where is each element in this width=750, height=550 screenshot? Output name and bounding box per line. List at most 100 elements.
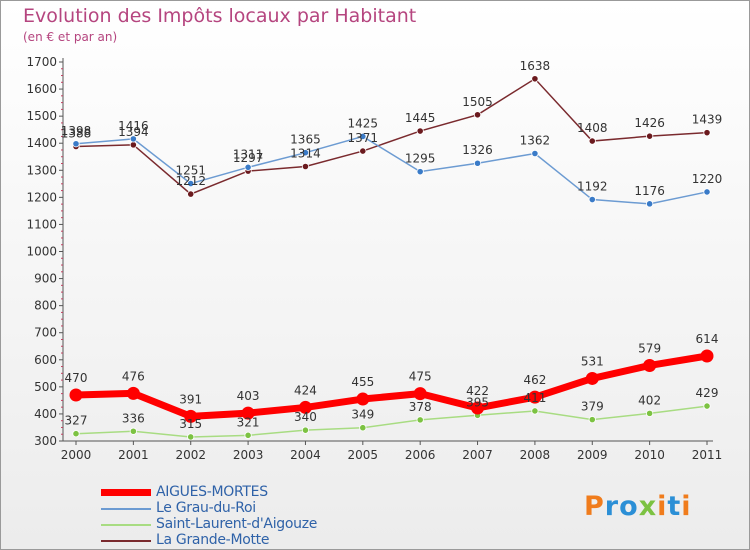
data-label-la-grande-motte: 1426 <box>634 116 665 130</box>
data-point-le-grau-du-roi <box>416 168 424 176</box>
y-tick-label: 1100 <box>26 217 57 231</box>
chart-subtitle: (en € et par an) <box>23 30 118 44</box>
data-point-aigues-mortes <box>413 387 427 401</box>
data-label-la-grande-motte: 1505 <box>462 95 493 109</box>
legend-label: Le Grau-du-Roi <box>156 500 256 516</box>
data-label-saint-laurent-d-aigouze: 378 <box>409 400 432 414</box>
data-label-aigues-mortes: 403 <box>237 389 260 403</box>
data-label-saint-laurent-d-aigouze: 429 <box>696 386 719 400</box>
y-tick-label: 1500 <box>26 109 57 123</box>
data-point-le-grau-du-roi <box>129 135 137 143</box>
data-point-la-grande-motte <box>187 190 195 198</box>
data-point-le-grau-du-roi <box>301 149 310 157</box>
data-point-aigues-mortes <box>356 392 370 406</box>
data-point-saint-laurent-d-aigouze <box>359 424 367 432</box>
y-tick-label: 900 <box>34 272 57 286</box>
data-point-saint-laurent-d-aigouze <box>646 409 654 417</box>
data-label-saint-laurent-d-aigouze: 349 <box>351 408 374 422</box>
x-tick-label: 2003 <box>233 448 264 462</box>
logo-letter: i <box>657 491 668 522</box>
data-label-aigues-mortes: 531 <box>581 354 604 368</box>
x-tick-label: 2009 <box>577 448 608 462</box>
y-tick-label: 800 <box>34 299 57 313</box>
data-point-la-grande-motte <box>588 137 596 145</box>
data-label-la-grande-motte: 1638 <box>520 59 551 73</box>
data-label-le-grau-du-roi: 1425 <box>348 116 379 130</box>
data-label-le-grau-du-roi: 1192 <box>577 180 608 194</box>
data-label-saint-laurent-d-aigouze: 327 <box>65 414 88 428</box>
data-label-le-grau-du-roi: 1326 <box>462 143 493 157</box>
proxiti-logo: Proxiti <box>584 491 692 522</box>
y-tick-label: 300 <box>34 434 57 448</box>
logo-letter: P <box>584 491 605 522</box>
data-label-aigues-mortes: 422 <box>466 384 489 398</box>
y-tick-label: 500 <box>34 380 57 394</box>
data-point-aigues-mortes <box>69 388 83 402</box>
data-label-aigues-mortes: 476 <box>122 369 145 383</box>
data-label-saint-laurent-d-aigouze: 395 <box>466 395 489 409</box>
data-label-le-grau-du-roi: 1398 <box>61 124 92 138</box>
data-point-aigues-mortes <box>471 401 485 415</box>
data-point-aigues-mortes <box>184 409 198 423</box>
data-label-saint-laurent-d-aigouze: 379 <box>581 400 604 414</box>
x-tick-label: 2006 <box>405 448 436 462</box>
data-label-le-grau-du-roi: 1251 <box>175 164 206 178</box>
y-tick-label: 1300 <box>26 163 57 177</box>
x-tick-label: 2010 <box>634 448 665 462</box>
data-label-la-grande-motte: 1371 <box>348 131 379 145</box>
data-point-le-grau-du-roi <box>187 179 195 188</box>
data-label-la-grande-motte: 1394 <box>118 125 149 139</box>
x-tick-label: 2011 <box>692 448 723 462</box>
x-tick-label: 2000 <box>61 448 92 462</box>
data-label-la-grande-motte: 1297 <box>233 151 264 165</box>
series-line-le-grau-du-roi <box>75 135 708 205</box>
data-label-aigues-mortes: 614 <box>696 332 719 346</box>
data-label-aigues-mortes: 475 <box>409 370 432 384</box>
series-line-saint-laurent-d-aigouze <box>75 405 708 438</box>
data-point-la-grande-motte <box>129 141 137 149</box>
logo-letter: t <box>667 491 682 522</box>
y-tick-label: 1000 <box>26 245 57 259</box>
y-tick-label: 400 <box>34 407 57 421</box>
series-line-aigues-mortes <box>75 352 708 420</box>
data-label-saint-laurent-d-aigouze: 411 <box>523 391 546 405</box>
y-tick-label: 1700 <box>26 55 57 69</box>
legend-swatch <box>101 489 151 496</box>
data-point-saint-laurent-d-aigouze <box>703 402 711 410</box>
data-label-la-grande-motte: 1314 <box>290 146 321 160</box>
data-point-le-grau-du-roi <box>588 195 596 204</box>
data-label-le-grau-du-roi: 1220 <box>692 172 723 186</box>
data-point-saint-laurent-d-aigouze <box>531 407 539 415</box>
legend-label: La Grande-Motte <box>156 532 270 548</box>
x-tick-label: 2001 <box>118 448 149 462</box>
data-label-aigues-mortes: 424 <box>294 383 317 397</box>
data-point-aigues-mortes <box>643 358 657 372</box>
data-label-la-grande-motte: 1445 <box>405 111 436 125</box>
data-point-le-grau-du-roi <box>646 200 654 208</box>
data-point-saint-laurent-d-aigouze <box>244 431 252 439</box>
data-label-aigues-mortes: 391 <box>179 392 202 406</box>
y-tick-label: 1200 <box>26 190 57 204</box>
data-point-aigues-mortes <box>528 390 542 404</box>
data-label-saint-laurent-d-aigouze: 315 <box>179 417 202 431</box>
data-point-la-grande-motte <box>473 111 482 119</box>
data-label-aigues-mortes: 579 <box>638 341 661 355</box>
data-label-saint-laurent-d-aigouze: 321 <box>237 415 260 429</box>
data-point-saint-laurent-d-aigouze <box>129 427 137 435</box>
data-label-la-grande-motte: 1408 <box>577 121 608 135</box>
data-label-saint-laurent-d-aigouze: 336 <box>122 411 145 425</box>
data-label-saint-laurent-d-aigouze: 340 <box>294 410 317 424</box>
data-point-le-grau-du-roi <box>473 159 482 167</box>
data-point-le-grau-du-roi <box>72 140 80 148</box>
data-label-le-grau-du-roi: 1416 <box>118 119 149 133</box>
data-point-aigues-mortes <box>585 371 599 385</box>
data-point-saint-laurent-d-aigouze <box>416 416 424 424</box>
series-line-la-grande-motte <box>75 77 708 195</box>
logo-letter: x <box>638 491 658 522</box>
data-point-aigues-mortes <box>241 406 255 420</box>
data-point-la-grande-motte <box>416 127 424 135</box>
data-label-la-grande-motte: 1212 <box>175 174 206 188</box>
data-point-aigues-mortes <box>700 349 714 363</box>
data-point-le-grau-du-roi <box>359 132 367 141</box>
